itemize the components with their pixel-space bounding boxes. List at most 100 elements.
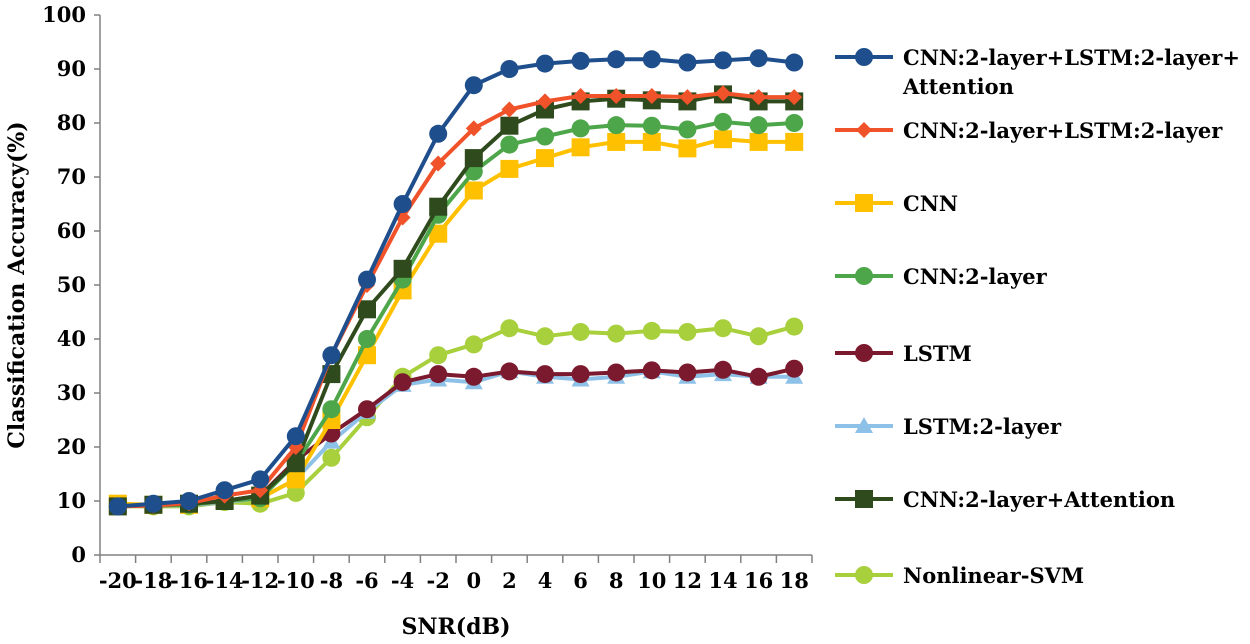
data-point	[537, 93, 553, 110]
data-point	[714, 130, 732, 149]
legend-label: CNN:2-layer+LSTM:2-layer+	[903, 45, 1240, 70]
data-point	[749, 116, 768, 135]
data-point	[785, 359, 804, 378]
x-tick-label: -6	[355, 568, 378, 593]
y-tick-label: 30	[57, 380, 86, 405]
data-point	[714, 51, 732, 70]
legend-item: Nonlinear-SVM	[835, 563, 1084, 588]
data-point	[714, 319, 732, 338]
data-point	[501, 101, 518, 118]
x-tick-label: -8	[320, 568, 343, 593]
data-point	[500, 116, 519, 135]
data-point	[608, 88, 625, 104]
legend-label: Attention	[902, 74, 1014, 99]
y-tick-label: 20	[57, 434, 86, 459]
series-0	[108, 49, 804, 516]
legend-item: CNN	[835, 191, 958, 216]
data-point	[678, 139, 697, 158]
x-tick-label: 14	[708, 568, 737, 593]
data-point	[571, 322, 590, 341]
data-point	[108, 497, 127, 516]
y-tick-label: 50	[57, 272, 86, 297]
legend-marker	[855, 566, 873, 584]
data-point	[322, 448, 341, 467]
data-point	[465, 120, 482, 137]
x-tick-label: 12	[673, 568, 702, 593]
data-point	[714, 112, 732, 131]
x-tick-label: -10	[277, 568, 315, 593]
x-tick-label: 2	[502, 568, 517, 593]
data-point	[607, 116, 626, 135]
data-point	[643, 88, 660, 104]
legend-label: Nonlinear-SVM	[903, 563, 1084, 588]
data-point	[429, 365, 448, 384]
data-point	[393, 373, 412, 392]
data-point	[464, 335, 483, 354]
data-point	[607, 50, 626, 69]
data-point	[679, 89, 696, 106]
y-tick-label: 60	[57, 218, 86, 243]
legend-marker	[855, 267, 873, 285]
y-tick-label: 100	[42, 2, 86, 27]
legend-item: LSTM:2-layer	[835, 414, 1062, 439]
y-tick-label: 80	[57, 110, 86, 135]
data-point	[358, 270, 376, 289]
x-tick-label: -12	[241, 568, 279, 593]
data-point	[678, 363, 697, 382]
data-point	[572, 88, 589, 104]
legend-item: CNN:2-layer+LSTM:2-layer	[835, 118, 1223, 143]
series-7	[108, 317, 804, 516]
x-tick-label: 6	[573, 568, 588, 593]
x-tick-label: -2	[427, 568, 450, 593]
data-point	[393, 195, 412, 213]
data-point	[286, 470, 305, 489]
data-point	[749, 367, 768, 386]
y-tick-label: 90	[57, 56, 86, 81]
data-point	[358, 330, 376, 348]
data-point	[429, 197, 448, 216]
data-point	[607, 132, 626, 151]
data-point	[678, 322, 697, 341]
legend-item: CNN:2-layer	[835, 264, 1048, 289]
data-point	[642, 321, 661, 340]
data-point	[642, 361, 661, 380]
x-tick-label: -14	[206, 568, 244, 593]
data-point	[500, 159, 519, 178]
data-point	[715, 85, 731, 102]
data-point	[322, 346, 341, 365]
y-tick-label: 10	[57, 488, 86, 513]
x-tick-label: -16	[170, 568, 208, 593]
data-point	[358, 300, 376, 319]
legend-label: LSTM:2-layer	[903, 414, 1062, 439]
data-point	[536, 327, 554, 346]
y-tick-label: 0	[71, 542, 86, 567]
data-point	[464, 76, 483, 95]
x-tick-label: -4	[391, 568, 414, 593]
legend-marker	[855, 194, 873, 212]
legend-marker	[855, 417, 873, 433]
data-point	[500, 362, 519, 381]
legend-marker	[855, 490, 873, 508]
data-point	[358, 400, 376, 419]
x-tick-label: 8	[609, 568, 624, 593]
x-tick-label: 10	[637, 568, 666, 593]
series-layer	[108, 49, 804, 516]
data-point	[678, 53, 697, 72]
legend-label: CNN:2-layer+LSTM:2-layer	[903, 118, 1223, 143]
data-point	[180, 492, 198, 510]
legend-label: CNN:2-layer+Attention	[903, 487, 1175, 512]
legend: CNN:2-layer+LSTM:2-layer+ Attention CNN:2-…	[835, 45, 1240, 588]
data-point	[536, 54, 554, 73]
data-point	[749, 49, 768, 68]
legend-marker	[855, 344, 873, 362]
data-point	[607, 324, 626, 343]
data-point	[286, 454, 305, 473]
y-tick-label: 70	[57, 164, 86, 189]
data-point	[429, 346, 448, 365]
x-tick-label: -20	[99, 568, 137, 593]
data-point	[464, 367, 483, 386]
data-point	[571, 51, 590, 70]
data-point	[642, 116, 661, 135]
data-point	[571, 138, 590, 157]
data-point	[500, 60, 519, 78]
